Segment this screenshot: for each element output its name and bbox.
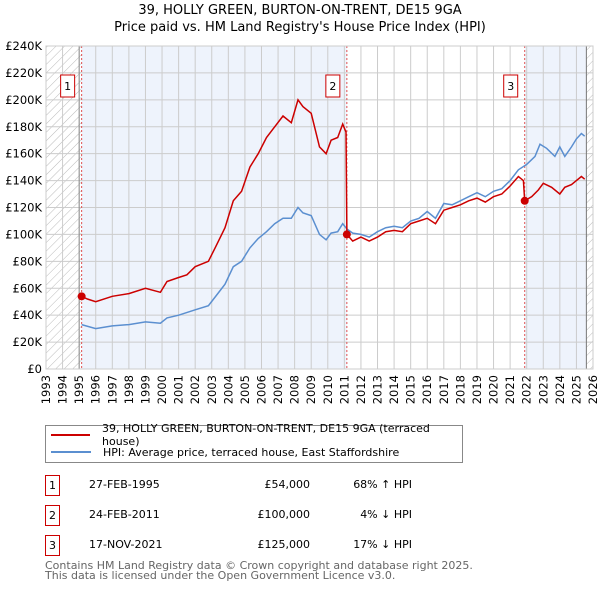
y-tick-label: £220K <box>5 66 42 80</box>
y-tick-label: £60K <box>13 281 43 295</box>
x-tick-label: 2002 <box>188 375 202 404</box>
x-tick-label: 2022 <box>520 375 534 404</box>
sale-badge: 2 <box>45 505 60 526</box>
y-tick-label: £200K <box>5 93 42 107</box>
x-tick-label: 2017 <box>437 375 451 404</box>
y-tick-label: £100K <box>5 227 42 241</box>
x-tick-label: 2026 <box>586 375 600 404</box>
table-row: 2 24-FEB-2011 £100,000 4% ↓ HPI <box>45 505 445 526</box>
legend-item-hpi: HPI: Average price, terraced house, East… <box>51 444 399 460</box>
x-tick-label: 2019 <box>470 375 484 404</box>
legend: 39, HOLLY GREEN, BURTON-ON-TRENT, DE15 9… <box>45 422 463 463</box>
sale-label-box <box>503 74 519 98</box>
price-chart: £0 £20K £40K £60K £80K £100K £120K £140K £160K £1… <box>5 39 600 404</box>
y-tick-label: £160K <box>5 147 42 161</box>
x-tick-label: 1996 <box>89 375 103 404</box>
x-tick-label: 2009 <box>304 375 318 404</box>
sale-badge: 1 <box>45 475 60 496</box>
x-tick-label: 2021 <box>503 375 517 404</box>
x-tick-label: 2018 <box>453 375 467 404</box>
x-tick-label: 1998 <box>122 375 136 404</box>
x-tick-label: 2011 <box>337 375 351 404</box>
sale-date: 27-FEB-1995 <box>89 478 160 491</box>
sale-price: £100,000 <box>257 508 311 521</box>
y-tick-label: £180K <box>5 120 42 134</box>
x-tick-label: 2014 <box>387 375 401 404</box>
table-row: 3 17-NOV-2021 £125,000 17% ↓ HPI <box>45 535 445 556</box>
footer-copyright: Contains HM Land Registry data © Crown c… <box>45 559 473 572</box>
y-tick-label: £240K <box>5 39 42 53</box>
sale-label-box <box>60 74 76 98</box>
sale-hpi: 17% ↓ HPI <box>353 538 412 551</box>
x-tick-label: 1999 <box>138 375 152 404</box>
hpi-line <box>81 132 586 330</box>
sale-date: 17-NOV-2021 <box>89 538 163 551</box>
sale-hpi: 4% ↓ HPI <box>360 508 412 521</box>
x-tick-label: 2006 <box>254 375 268 404</box>
x-tick-label: 2020 <box>487 375 501 404</box>
sale-price: £125,000 <box>257 538 311 551</box>
x-tick-label: 1995 <box>72 375 86 404</box>
legend-label: HPI: Average price, terraced house, East… <box>103 445 400 459</box>
sale-badge: 3 <box>45 535 60 556</box>
sale-date: 24-FEB-2011 <box>89 508 160 521</box>
y-tick-label: £140K <box>5 174 42 188</box>
x-tick-label: 2015 <box>404 375 418 404</box>
x-tick-label: 2024 <box>553 375 567 404</box>
x-tick-label: 2012 <box>354 375 368 404</box>
sale-point <box>520 196 529 205</box>
sale-label: 1 <box>64 80 71 93</box>
legend-swatch <box>51 434 91 436</box>
y-tick-label: £0 <box>27 362 42 376</box>
x-tick-label: 2025 <box>569 375 583 404</box>
legend-item-property: 39, HOLLY GREEN, BURTON-ON-TRENT, DE15 9… <box>51 422 462 448</box>
x-tick-label: 1997 <box>105 375 119 404</box>
legend-swatch <box>51 451 91 453</box>
sale-point <box>77 292 86 301</box>
x-tick-label: 2013 <box>371 375 385 404</box>
y-tick-label: £80K <box>13 254 43 268</box>
x-tick-label: 1993 <box>39 375 53 404</box>
x-tick-label: 2010 <box>321 375 335 404</box>
x-tick-label: 2007 <box>271 375 285 404</box>
x-tick-label: 2004 <box>221 375 235 404</box>
table-row: 1 27-FEB-1995 £54,000 68% ↑ HPI <box>45 475 445 496</box>
x-tick-label: 2001 <box>172 375 186 404</box>
sale-label: 3 <box>507 80 514 93</box>
property-price-line <box>81 98 586 303</box>
x-tick-label: 2008 <box>288 375 302 404</box>
x-tick-label: 2000 <box>155 375 169 404</box>
chart-subtitle: Price paid vs. HM Land Registry's House … <box>114 20 486 35</box>
sale-hpi: 68% ↑ HPI <box>353 478 412 491</box>
sale-point <box>342 230 351 239</box>
plot-frame <box>45 45 594 370</box>
x-tick-label: 2005 <box>238 375 252 404</box>
y-tick-label: £40K <box>13 308 43 322</box>
x-tick-label: 2003 <box>205 375 219 404</box>
footer-licence: This data is licensed under the Open Gov… <box>45 569 396 582</box>
y-tick-label: £120K <box>5 201 42 215</box>
y-tick-label: £20K <box>13 335 43 349</box>
chart-title: 39, HOLLY GREEN, BURTON-ON-TRENT, DE15 9… <box>138 3 462 18</box>
x-tick-label: 2023 <box>536 375 550 404</box>
legend-label: 39, HOLLY GREEN, BURTON-ON-TRENT, DE15 9… <box>102 422 430 448</box>
x-tick-label: 1994 <box>56 375 70 404</box>
sale-price: £54,000 <box>264 478 311 491</box>
sale-label: 2 <box>329 80 336 93</box>
x-tick-label: 2016 <box>420 375 434 404</box>
sale-label-box <box>325 74 341 98</box>
